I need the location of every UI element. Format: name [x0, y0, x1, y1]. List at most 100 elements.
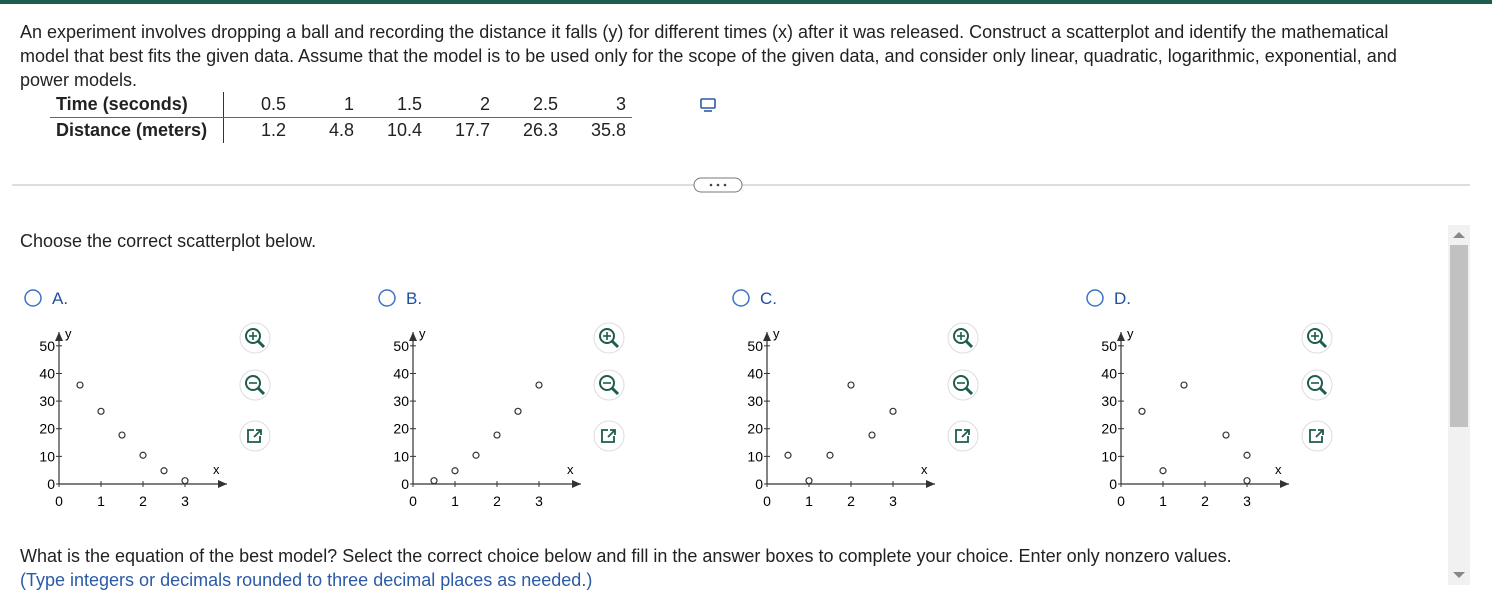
y-axis-label: y [1127, 326, 1134, 341]
y-tick-label: 40 [39, 365, 55, 381]
x-tick-label: 1 [805, 493, 813, 509]
cell: 35.8 [591, 120, 627, 140]
open-window[interactable] [1301, 420, 1333, 452]
zoom-in[interactable] [239, 322, 271, 354]
icon-handle [964, 386, 974, 396]
open-window[interactable] [239, 420, 271, 452]
data-point [1138, 407, 1146, 415]
icon-lens [245, 375, 261, 391]
y-tick-label: 50 [393, 338, 409, 354]
zoom-in[interactable] [593, 322, 625, 354]
x-arrow [1280, 480, 1289, 488]
icon-bg [1301, 322, 1333, 354]
hint: (Type integers or decimals rounded to th… [20, 570, 593, 590]
zoom-out[interactable] [947, 369, 979, 401]
x-tick-label: 2 [493, 493, 501, 509]
icon-bg [593, 369, 625, 401]
icon-arrow [253, 429, 262, 438]
icon-bg [239, 369, 271, 401]
zoom-in[interactable] [947, 322, 979, 354]
open-window[interactable] [947, 420, 979, 452]
zoom-out[interactable] [1301, 369, 1333, 401]
data-point [889, 407, 897, 415]
icon-handle [1318, 386, 1328, 396]
radio-button[interactable] [1086, 289, 1104, 307]
y-arrow [1117, 332, 1125, 341]
option-label: D. [1114, 289, 1131, 308]
x-arrow [218, 480, 227, 488]
x-axis-label: x [567, 462, 574, 477]
scrollbar[interactable] [1448, 225, 1470, 585]
data-point [868, 431, 876, 439]
data-point [1159, 467, 1167, 475]
y-tick-label: 10 [393, 448, 409, 464]
x-tick-label: 3 [535, 493, 543, 509]
zoom-out[interactable] [593, 369, 625, 401]
open-window[interactable] [593, 420, 625, 452]
header-cell: Time (seconds) [50, 92, 225, 118]
y-axis-label: y [65, 326, 72, 341]
data-point [76, 381, 84, 389]
data-point [1180, 381, 1188, 389]
y-tick-label: 0 [1109, 476, 1117, 492]
y-tick-label: 0 [755, 476, 763, 492]
data-point [805, 477, 813, 485]
icon-arrow [961, 429, 970, 438]
y-tick-label: 10 [1101, 448, 1117, 464]
data-point [451, 467, 459, 475]
question-text: An experiment involves dropping a ball a… [20, 22, 1397, 90]
radio-button[interactable] [24, 289, 42, 307]
y-tick-label: 10 [747, 448, 763, 464]
icon-bg [947, 322, 979, 354]
x-arrow [572, 480, 581, 488]
y-arrow [409, 332, 417, 341]
data-point [97, 407, 105, 415]
zoom-in[interactable] [1301, 322, 1333, 354]
icon-bg [947, 369, 979, 401]
icon-box [247, 429, 261, 443]
cell: 2 [428, 92, 497, 118]
y-tick-label: 20 [747, 421, 763, 437]
icon-bg [239, 322, 271, 354]
y-tick-label: 30 [39, 393, 55, 409]
data-point [1243, 451, 1251, 459]
radio-button[interactable] [732, 289, 750, 307]
y-tick-label: 40 [1101, 365, 1117, 381]
icon-bg [593, 322, 625, 354]
icon-box [601, 429, 615, 443]
y-arrow [55, 332, 63, 341]
followup-text: What is the equation of the best model? … [20, 546, 1232, 566]
y-axis-label: y [773, 326, 780, 341]
data-point [514, 407, 522, 415]
option-label: C. [760, 289, 777, 308]
radio-button[interactable] [378, 289, 396, 307]
icon-handle [256, 386, 266, 396]
data-point [430, 477, 438, 485]
x-tick-label: 0 [55, 493, 63, 509]
y-tick-label: 30 [747, 393, 763, 409]
y-tick-label: 30 [1101, 393, 1117, 409]
copy-icon[interactable] [700, 98, 716, 112]
y-tick-label: 0 [401, 476, 409, 492]
icon-lens [1307, 375, 1323, 391]
icon-lens [245, 328, 261, 344]
y-tick-label: 50 [39, 338, 55, 354]
top-bar [0, 0, 1492, 4]
data-point [784, 451, 792, 459]
zoom-out[interactable] [239, 369, 271, 401]
cell: 3 [564, 92, 633, 118]
y-axis-label: y [419, 326, 426, 341]
x-tick-label: 3 [181, 493, 189, 509]
x-tick-label: 1 [97, 493, 105, 509]
data-point [1222, 431, 1230, 439]
x-tick-label: 2 [847, 493, 855, 509]
y-tick-label: 20 [39, 421, 55, 437]
cell: 10.4 [387, 120, 423, 140]
data-point [535, 381, 543, 389]
x-tick-label: 2 [139, 493, 147, 509]
expand-button[interactable] [693, 177, 743, 193]
icon-handle [610, 339, 620, 349]
x-tick-label: 3 [1243, 493, 1251, 509]
